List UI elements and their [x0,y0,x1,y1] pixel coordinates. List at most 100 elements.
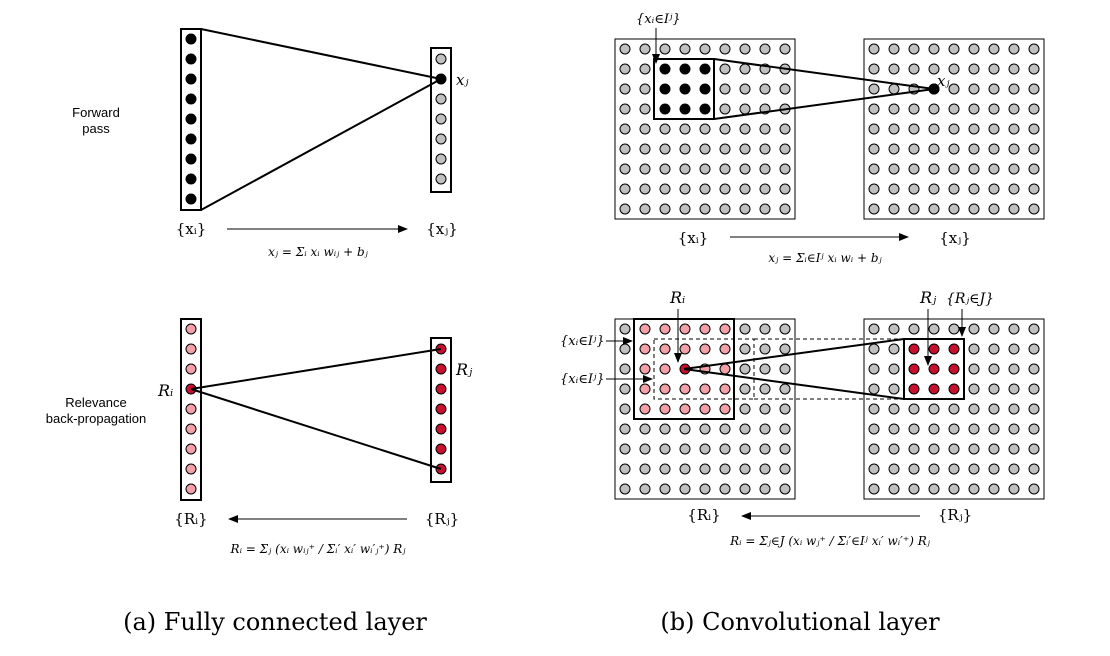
grid-neuron [739,363,751,375]
fc-neuron-rj-label: Rⱼ [455,360,473,379]
grid-neuron [908,323,920,335]
grid-neuron [968,363,980,375]
grid-neuron [679,203,691,215]
grid-neuron [868,163,880,175]
conv-output-neurons [868,43,1040,215]
grid-neuron [639,343,651,355]
neuron [185,133,197,145]
grid-neuron [928,103,940,115]
grid-neuron [659,363,671,375]
grid-neuron [699,123,711,135]
neuron [185,343,197,355]
grid-neuron [619,103,631,115]
grid-neuron [679,383,691,395]
neuron [185,193,197,205]
grid-neuron [719,103,731,115]
neuron [185,443,197,455]
conv-relevance-output-region [903,338,965,400]
grid-neuron [739,383,751,395]
grid-neuron [619,43,631,55]
grid-neuron [719,343,731,355]
conv-relevance-formula: Rᵢ = Σⱼ∈J (xᵢ wⱼ⁺ / Σᵢ′∈Iʲ xᵢ′ wᵢ′⁺) Rⱼ [729,534,931,548]
grid-neuron [619,403,631,415]
grid-neuron [948,383,960,395]
grid-neuron [699,143,711,155]
grid-neuron [968,443,980,455]
caption-convolutional: (b) Convolutional layer [660,608,940,636]
grid-neuron [619,363,631,375]
fc-relevance-connection-top [190,348,442,390]
grid-neuron [1008,403,1020,415]
grid-neuron [928,443,940,455]
grid-neuron [659,143,671,155]
grid-neuron [868,383,880,395]
grid-neuron [739,323,751,335]
grid-neuron [739,343,751,355]
grid-neuron [968,143,980,155]
neuron [185,93,197,105]
grid-neuron [948,403,960,415]
grid-neuron [988,203,1000,215]
neuron [185,463,197,475]
grid-neuron [968,423,980,435]
grid-neuron [759,423,771,435]
grid-neuron [619,323,631,335]
grid-neuron [888,183,900,195]
fc-relevance-out-set-label: {Rⱼ} [425,510,459,528]
grid-neuron [1008,183,1020,195]
grid-neuron [948,203,960,215]
grid-neuron [699,383,711,395]
conv-receptive-top-label: {xᵢ∈Iʲ} [636,12,681,27]
grid-neuron [1008,63,1020,75]
grid-neuron [888,163,900,175]
conv-rj-set-label: {Rⱼ∈J} [946,291,994,307]
grid-neuron [988,423,1000,435]
grid-neuron [779,443,791,455]
grid-neuron [868,123,880,135]
grid-neuron [868,183,880,195]
grid-neuron [888,403,900,415]
grid-neuron [759,483,771,495]
grid-neuron [888,203,900,215]
grid-neuron [868,443,880,455]
grid-neuron [719,443,731,455]
fc-connection-bottom [200,78,442,211]
grid-neuron [1028,363,1040,375]
grid-neuron [868,103,880,115]
conv-relevance-in-set-label: {Rᵢ} [687,506,720,524]
grid-neuron [719,123,731,135]
grid-neuron [619,123,631,135]
grid-neuron [948,463,960,475]
grid-neuron [619,143,631,155]
grid-neuron [948,443,960,455]
grid-neuron [928,183,940,195]
grid-neuron [1028,483,1040,495]
grid-neuron [868,63,880,75]
grid-neuron [968,123,980,135]
grid-neuron [928,143,940,155]
grid-neuron [779,83,791,95]
grid-neuron [659,443,671,455]
grid-neuron [908,123,920,135]
grid-neuron [988,143,1000,155]
grid-neuron [739,123,751,135]
grid-neuron [888,323,900,335]
grid-neuron [639,183,651,195]
grid-neuron [659,463,671,475]
grid-neuron [928,383,940,395]
grid-neuron [719,383,731,395]
grid-neuron [868,83,880,95]
grid-neuron [968,463,980,475]
grid-neuron [908,143,920,155]
grid-neuron [968,323,980,335]
grid-neuron [1028,463,1040,475]
fc-relevance-in-set-label: {Rᵢ} [174,510,207,528]
fc-input-neurons [185,33,197,205]
grid-neuron [699,183,711,195]
grid-neuron [619,63,631,75]
grid-neuron [699,403,711,415]
grid-neuron [908,343,920,355]
conv-relevance-dashed-region [653,338,755,400]
grid-neuron [739,203,751,215]
grid-neuron [639,423,651,435]
